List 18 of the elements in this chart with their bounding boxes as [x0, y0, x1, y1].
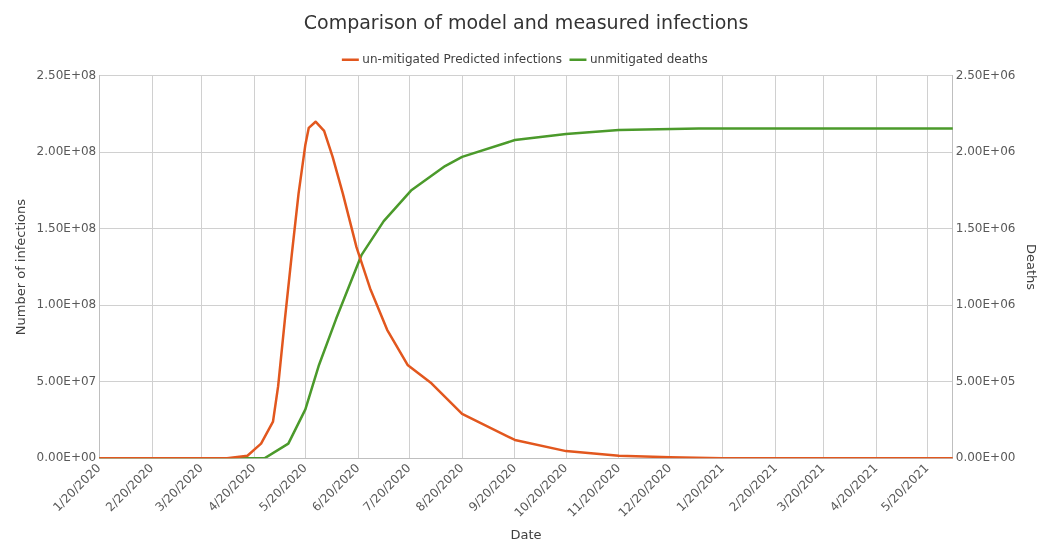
chart-title: Comparison of model and measured infections	[303, 11, 749, 34]
y2-tick-label: 2.50E+06	[955, 67, 1016, 82]
legend-label: unmitigated deaths	[589, 51, 708, 66]
y-tick-label: 2.50E+08	[36, 67, 97, 82]
y2-tick-label: 1.50E+06	[955, 220, 1016, 235]
y-tick-label: 1.50E+08	[36, 220, 97, 235]
y2-tick-label: 5.00E+05	[955, 373, 1016, 388]
y-tick-label: 0.00E+00	[36, 450, 97, 465]
y2-tick-label: 0.00E+00	[955, 450, 1016, 465]
y2-axis-title: Deaths	[1023, 244, 1039, 291]
x-axis-title: Date	[510, 526, 542, 542]
y-tick-label: 1.00E+08	[36, 297, 97, 312]
y-tick-label: 5.00E+07	[36, 373, 97, 388]
y2-tick-label: 2.00E+06	[955, 144, 1016, 159]
y-tick-label: 2.00E+08	[36, 144, 97, 159]
y2-tick-label: 1.00E+06	[955, 297, 1016, 312]
legend-label: un-mitigated Predicted infections	[362, 51, 562, 66]
y-axis-title: Number of infections	[13, 198, 29, 336]
